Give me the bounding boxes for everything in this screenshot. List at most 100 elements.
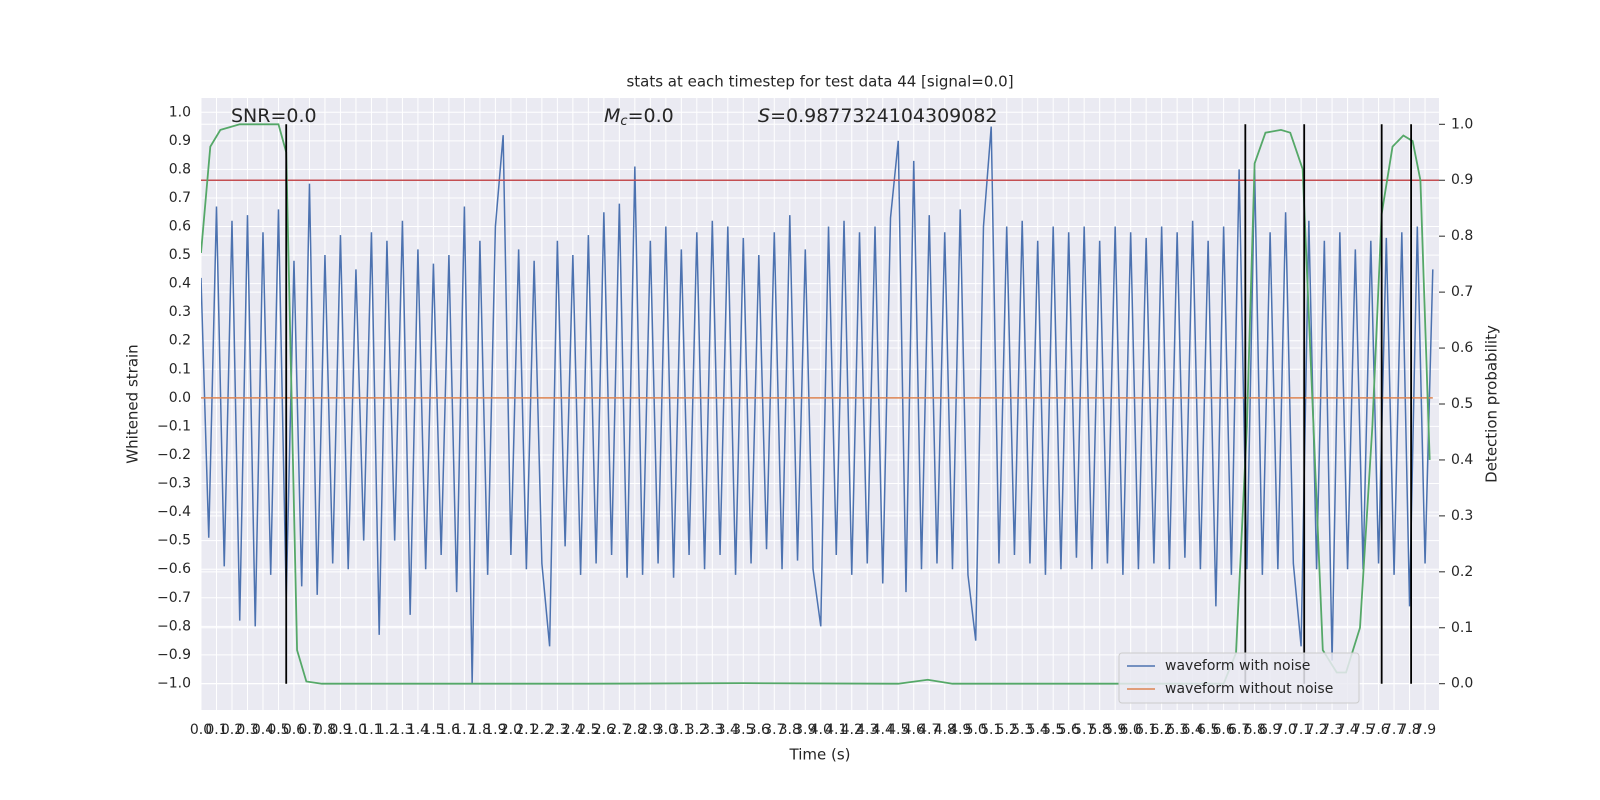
chart-title: stats at each timestep for test data 44 …: [626, 73, 1013, 91]
x-tick-label: 5.9: [1104, 722, 1126, 738]
x-tick-label: 3.5: [732, 722, 754, 738]
x-tick-label: 0.5: [267, 722, 289, 738]
x-tick-label: 2.9: [639, 722, 661, 738]
x-tick-label: 0.0: [190, 722, 212, 738]
x-tick-label: 1.0: [345, 722, 367, 738]
x-tick-label: 6.3: [1166, 722, 1188, 738]
y2-tick-label: 0.7: [1451, 284, 1473, 300]
y-tick-label: 0.5: [169, 247, 191, 263]
y2-tick-label: 0.0: [1451, 676, 1473, 692]
annotation: Mc=0.0: [604, 105, 674, 129]
annotation-symbol: S: [758, 105, 770, 127]
y-tick-label: 0.7: [169, 190, 191, 206]
x-tick-label: 6.1: [1135, 722, 1157, 738]
y-tick-label: 0.4: [169, 276, 191, 292]
x-tick-label: 0.7: [298, 722, 320, 738]
x-tick-label: 1.1: [360, 722, 382, 738]
x-tick-label: 6.6: [1212, 722, 1234, 738]
x-tick-label: 7.8: [1398, 722, 1420, 738]
y-tick-label: 0.9: [169, 133, 191, 149]
x-tick-label: 3.3: [701, 722, 723, 738]
legend-box: [1118, 652, 1360, 704]
x-tick-label: 3.4: [717, 722, 739, 738]
x-tick-label: 3.9: [794, 722, 816, 738]
x-tick-label: 1.2: [376, 722, 398, 738]
x-tick-label: 0.2: [221, 722, 243, 738]
x-tick-label: 3.2: [686, 722, 708, 738]
x-tick-label: 2.1: [515, 722, 537, 738]
y-tick-label: −0.6: [157, 561, 191, 577]
x-tick-label: 4.1: [825, 722, 847, 738]
x-tick-label: 2.7: [608, 722, 630, 738]
x-tick-label: 2.6: [593, 722, 615, 738]
x-tick-label: 2.5: [577, 722, 599, 738]
x-tick-label: 1.9: [484, 722, 506, 738]
x-tick-label: 5.5: [1042, 722, 1064, 738]
x-tick-label: 3.8: [779, 722, 801, 738]
x-tick-label: 5.7: [1073, 722, 1095, 738]
x-tick-label: 7.0: [1274, 722, 1296, 738]
annotation-text: =0.0: [628, 105, 674, 127]
x-tick-label: 7.4: [1336, 722, 1358, 738]
x-tick-label: 2.2: [531, 722, 553, 738]
x-tick-label: 7.9: [1414, 722, 1436, 738]
y2-tick-label: 0.6: [1451, 340, 1473, 356]
y-tick-label: 0.1: [169, 361, 191, 377]
x-tick-label: 6.4: [1182, 722, 1204, 738]
annotation-symbol: M: [604, 105, 620, 127]
x-tick-label: 4.8: [934, 722, 956, 738]
y2-tick-label: 1.0: [1451, 116, 1473, 132]
x-tick-label: 1.6: [438, 722, 460, 738]
y2-axis-label: Detection probability: [1483, 325, 1501, 483]
x-tick-label: 2.0: [500, 722, 522, 738]
x-tick-label: 6.0: [1120, 722, 1142, 738]
y-tick-label: −0.2: [157, 447, 191, 463]
y2-tick-label: 0.4: [1451, 452, 1473, 468]
y2-tick-label: 0.1: [1451, 620, 1473, 636]
y-tick-label: 1.0: [169, 104, 191, 120]
x-tick-label: 6.9: [1259, 722, 1281, 738]
x-tick-label: 0.3: [236, 722, 258, 738]
x-tick-label: 2.4: [562, 722, 584, 738]
y2-tick-label: 0.9: [1451, 172, 1473, 188]
y-tick-label: −0.3: [157, 476, 191, 492]
x-tick-label: 4.3: [856, 722, 878, 738]
y-tick-label: 0.6: [169, 219, 191, 235]
x-tick-label: 4.6: [903, 722, 925, 738]
x-tick-label: 1.7: [453, 722, 475, 738]
x-tick-label: 1.5: [422, 722, 444, 738]
x-axis-label: Time (s): [789, 746, 851, 764]
x-tick-label: 4.7: [918, 722, 940, 738]
annotation-text: =0.9877324104309082: [770, 105, 997, 127]
x-tick-label: 7.5: [1352, 722, 1374, 738]
x-tick-label: 5.2: [996, 722, 1018, 738]
x-tick-label: 5.1: [980, 722, 1002, 738]
x-tick-label: 2.8: [624, 722, 646, 738]
y2-tick-label: 0.5: [1451, 396, 1473, 412]
y-tick-label: 0.3: [169, 304, 191, 320]
y2-tick-label: 0.8: [1451, 228, 1473, 244]
x-tick-label: 0.6: [283, 722, 305, 738]
legend: waveform with noise waveform without nois…: [1118, 652, 1360, 704]
y-tick-label: −0.1: [157, 418, 191, 434]
x-tick-label: 0.4: [252, 722, 274, 738]
x-tick-label: 4.4: [872, 722, 894, 738]
y-tick-label: −0.4: [157, 504, 191, 520]
legend-label: waveform with noise: [1165, 658, 1310, 674]
x-tick-label: 1.8: [469, 722, 491, 738]
y-tick-label: −0.8: [157, 618, 191, 634]
x-tick-label: 5.0: [965, 722, 987, 738]
x-tick-label: 7.7: [1383, 722, 1405, 738]
x-tick-label: 5.4: [1027, 722, 1049, 738]
y-tick-label: 0.0: [169, 390, 191, 406]
x-tick-label: 0.1: [205, 722, 227, 738]
x-tick-label: 4.0: [810, 722, 832, 738]
x-tick-label: 5.6: [1058, 722, 1080, 738]
y-tick-label: −0.9: [157, 647, 191, 663]
x-tick-label: 6.5: [1197, 722, 1219, 738]
y-tick-label: −0.5: [157, 533, 191, 549]
y2-tick-label: 0.3: [1451, 508, 1473, 524]
x-tick-label: 4.9: [949, 722, 971, 738]
x-tick-label: 2.3: [546, 722, 568, 738]
